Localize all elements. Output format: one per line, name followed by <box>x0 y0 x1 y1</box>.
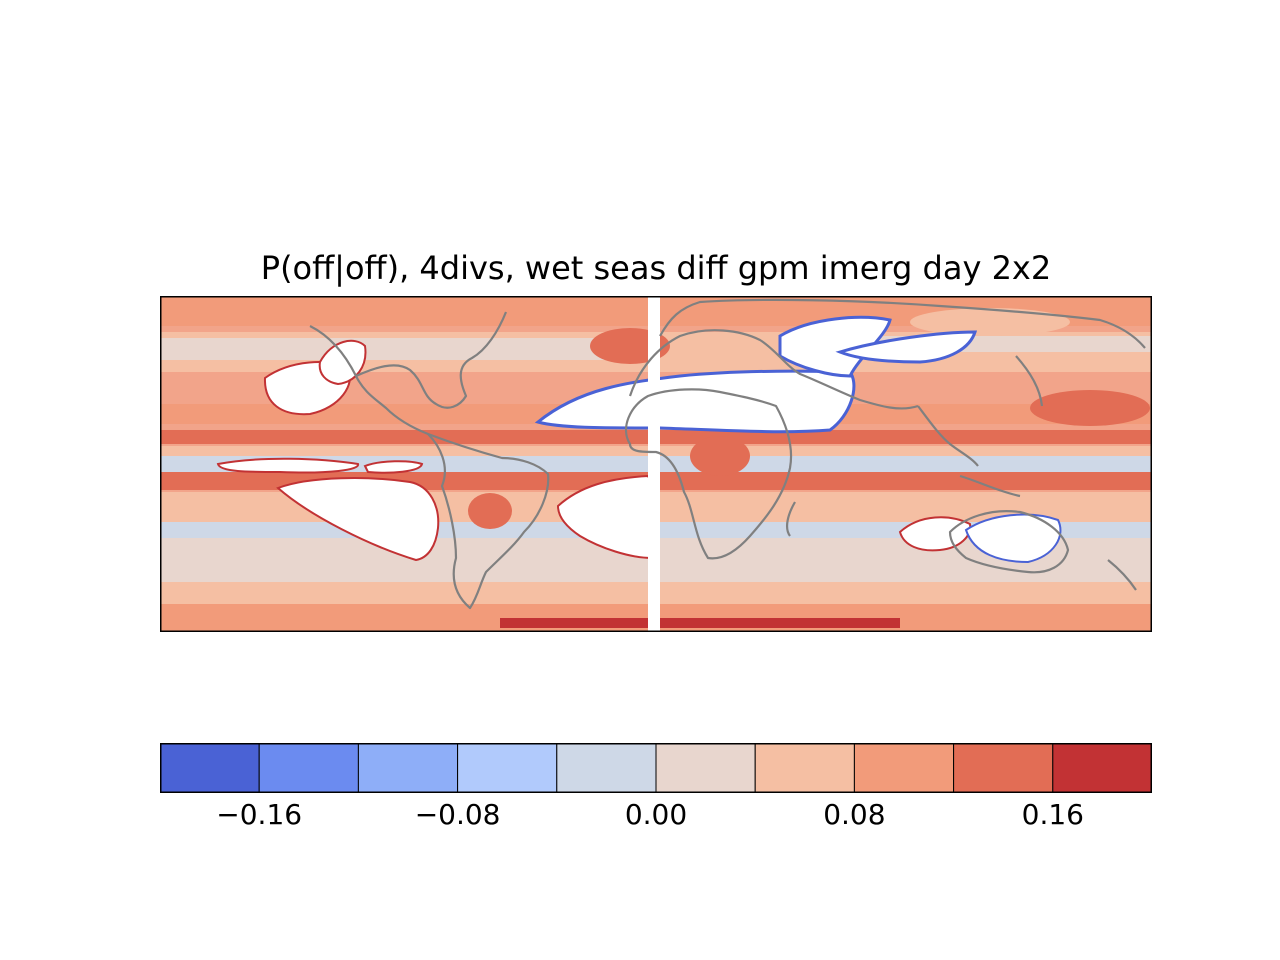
patch-siberia <box>910 308 1070 336</box>
band-southern-hot <box>500 618 900 628</box>
colorbar-segment <box>953 743 1054 793</box>
map-title: P(off|off), 4divs, wet seas diff gpm ime… <box>260 249 1052 287</box>
coast-north-america-east <box>355 311 508 409</box>
coast-japan <box>1015 355 1044 407</box>
coast-australia <box>948 510 1070 574</box>
mask-eq-pacific-strip2 <box>363 460 424 474</box>
band-north-neutral-pacific <box>160 338 660 360</box>
mask-se-pacific <box>276 477 440 562</box>
colorbar-segment <box>754 743 855 793</box>
colorbar-border <box>160 743 1152 793</box>
coast-new-zealand <box>1107 559 1137 591</box>
coast-eurasia-south <box>628 329 919 410</box>
map-border <box>160 296 1152 632</box>
patch-west-pacific <box>1030 390 1150 426</box>
colorbar-segment <box>357 743 459 793</box>
patch-east-africa <box>690 436 750 476</box>
colorbar-segment <box>160 743 260 793</box>
map-panel <box>160 296 1152 632</box>
coast-north-america-west <box>309 325 429 436</box>
colorbar-tick-label: −0.16 <box>216 798 303 831</box>
coast-se-asia <box>917 405 1021 498</box>
colorbar-tick-label: −0.08 <box>414 798 501 831</box>
mask-eq-pacific-strip <box>216 457 359 474</box>
precip-diff-field <box>160 296 1152 632</box>
colorbar-segment <box>556 743 657 793</box>
colorbar-segment <box>853 743 955 793</box>
colorbar <box>160 743 1152 793</box>
coast-eurasia-north <box>659 298 1146 349</box>
coast-madagascar <box>786 501 796 537</box>
colorbar-segment <box>1052 743 1152 793</box>
colorbar-segment <box>457 743 558 793</box>
mask-mongolia <box>835 330 978 364</box>
mask-seam <box>648 296 660 632</box>
colorbar-segment <box>655 743 756 793</box>
colorbar-tick-label: 0.00 <box>624 798 688 831</box>
coast-africa <box>624 388 793 560</box>
coast-south-america <box>426 432 550 610</box>
coastlines <box>309 298 1146 610</box>
mask-australia <box>964 513 1062 564</box>
patch-south-america <box>468 493 512 529</box>
colorbar-tick-label: 0.08 <box>823 798 886 831</box>
colorbar-tick-label: 0.16 <box>1021 798 1084 831</box>
colorbar-segment <box>258 743 359 793</box>
